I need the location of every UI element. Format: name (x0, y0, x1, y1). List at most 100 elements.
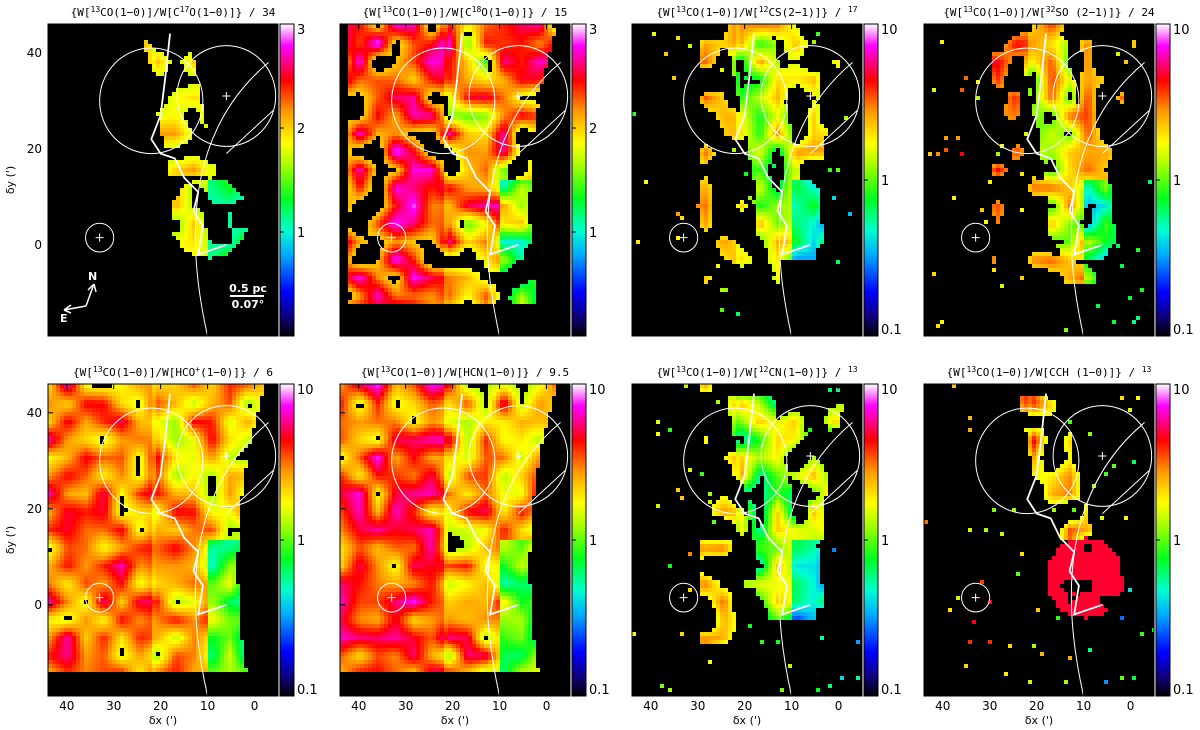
cross-marker (514, 92, 523, 100)
diagonal-line (810, 470, 858, 514)
y-tick-label: 0 (34, 598, 42, 612)
x-tick-label: 0 (543, 699, 551, 713)
diagonal-line (1102, 110, 1150, 154)
panel-title: {W[13CO(1−0)]/W[HCO+(1−0)]} / 6 (73, 365, 273, 380)
x-axis-label: δx (') (733, 714, 761, 727)
cross-marker (387, 233, 396, 242)
filament-contour (1026, 393, 1103, 616)
cross-marker (95, 233, 104, 242)
y-tick-label: 40 (27, 406, 42, 420)
east-arrow (63, 304, 87, 314)
colorbar-tick-label: 0.1 (1173, 683, 1194, 698)
colorbar-tick-label: 0.1 (881, 683, 902, 698)
cross-marker (806, 452, 815, 460)
overlay-group (85, 33, 277, 336)
emission-map (632, 24, 852, 316)
filament-contour (734, 393, 811, 616)
panel-3: {W[13CO(1−0)]/W[12CS(2−1)]} / 17 0.1 1 10 (631, 5, 902, 338)
x-tick-label: 20 (1029, 699, 1044, 713)
overlay-group (961, 33, 1153, 336)
tick-marks (632, 24, 840, 336)
colorbar-tick-label: 1 (881, 534, 889, 549)
cross-marker (222, 452, 231, 460)
diagonal-line (1102, 470, 1150, 514)
panel-5: 40 30 20 10 0 δx (') 0 20 40 δy (') {W[13CO(1−0)]/… (4, 365, 318, 728)
x-tick-label: 30 (398, 699, 413, 713)
x-tick-label: 10 (492, 699, 507, 713)
colorbar-tick-label: 3 (297, 23, 305, 38)
colorbar-tick-label: 0.1 (297, 683, 318, 698)
panels-group: 0 20 40 δy (') {W[13CO(1−0)]/W[C17O(1−0)]} /… (4, 5, 1194, 728)
scale-bar-pc: 0.5 pc (229, 282, 267, 295)
tick-marks (340, 384, 548, 696)
region-circle (377, 222, 407, 253)
cross-marker (387, 593, 396, 602)
emission-map (348, 24, 556, 304)
x-tick-label: 10 (1076, 699, 1091, 713)
panel-title: {W[13CO(1−0)]/W[12CN(1−0)]} / 13 (656, 365, 857, 380)
x-tick-label: 30 (106, 699, 121, 713)
region-circle (1052, 45, 1153, 147)
region-circle (683, 47, 788, 155)
colorbar-tick-label: 10 (881, 383, 898, 398)
filament-contour (442, 33, 519, 256)
emission-map (144, 40, 248, 260)
overlay-group (669, 33, 861, 336)
panel-1: 0 20 40 δy (') {W[13CO(1−0)]/W[C17O(1−0)]} /… (4, 5, 305, 337)
overlay-group (961, 393, 1153, 696)
colorbar-ticks: 0.1 1 10 (864, 23, 902, 338)
boundary-arc (778, 422, 853, 696)
colorbar-ticks: 0.1 1 10 (1156, 383, 1194, 698)
panel-title: {W[13CO(1−0)]/W[12CS(2−1)]} / 17 (656, 5, 857, 20)
panel-title: {W[13CO(1−0)]/W[C17O(1−0)]} / 34 (71, 5, 276, 20)
tick-marks (48, 384, 256, 696)
filament-contour (1026, 33, 1103, 256)
colorbar-tick-label: 1 (589, 226, 597, 241)
panel-frame (631, 23, 863, 337)
x-axis-label: δx (') (1025, 714, 1053, 727)
cross-marker (1098, 452, 1107, 460)
x-axis-label: δx (') (149, 714, 177, 727)
overlay-group (377, 33, 569, 336)
filament-contour (150, 33, 227, 256)
cross-marker (679, 593, 688, 602)
x-tick-label: 0 (835, 699, 843, 713)
colorbar-ticks: 0.1 1 10 (864, 383, 902, 698)
cross-marker (806, 92, 815, 100)
x-tick-label: 40 (643, 699, 658, 713)
colorbar-ticks: 0.1 1 10 (280, 383, 318, 698)
panel-frame (339, 383, 571, 697)
colorbar-tick-label: 0.1 (589, 683, 610, 698)
panel-frame (47, 23, 279, 337)
tick-marks (632, 384, 840, 696)
diagonal-line (518, 110, 566, 154)
overlay-group (85, 393, 277, 696)
x-tick-label: 40 (935, 699, 950, 713)
east-label: E (60, 312, 68, 325)
boundary-arc (1070, 422, 1145, 696)
panel-2: {W[13CO(1−0)]/W[C18O(1−0)]} / 15 1 2 3 (339, 5, 597, 337)
colorbar-tick-label: 10 (589, 383, 606, 398)
north-arrow (85, 283, 97, 307)
colorbar-tick-label: 10 (881, 23, 898, 38)
colorbar-tick-label: 0.1 (881, 323, 902, 338)
y-axis-label: δy (') (4, 166, 17, 194)
filament-contour (150, 393, 227, 616)
region-circle (85, 582, 115, 613)
panel-7: 40 30 20 10 0 δx (') {W[13CO(1−0)]/W[12CN(1−0)… (631, 365, 902, 727)
x-tick-label: 20 (153, 699, 168, 713)
region-circle (468, 45, 569, 147)
region-circle (377, 582, 407, 613)
colorbar-ticks: 0.1 1 10 (1156, 23, 1194, 338)
x-tick-label: 40 (351, 699, 366, 713)
region-circle (961, 222, 991, 253)
tick-marks (340, 24, 548, 336)
panel-title: {W[13CO(1−0)]/W[32SO (2−1)]} / 24 (943, 5, 1155, 20)
colorbar-tick-label: 0.1 (1173, 323, 1194, 338)
region-circle (99, 407, 204, 515)
colorbar (571, 23, 587, 337)
cross-marker (514, 452, 523, 460)
colorbar-tick-label: 10 (297, 383, 314, 398)
cross-marker (1098, 92, 1107, 100)
